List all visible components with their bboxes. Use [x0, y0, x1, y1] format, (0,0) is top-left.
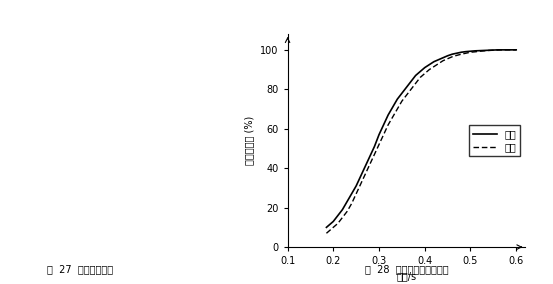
- 试验: [362, 172, 369, 176]
- 试验: [481, 49, 488, 53]
- 试验: [431, 65, 437, 68]
- 仿真: [462, 50, 469, 53]
- 试验: [413, 82, 419, 85]
- 仿真: [375, 133, 382, 136]
- 试验: [371, 153, 378, 156]
- 试验: [343, 210, 351, 213]
- 仿真: [453, 51, 460, 55]
- 仿真: [486, 49, 492, 52]
- 仿真: [481, 49, 488, 52]
- 仿真: [380, 123, 387, 126]
- 试验: [417, 76, 424, 79]
- 试验: [476, 49, 483, 53]
- 仿真: [494, 48, 501, 52]
- 仿真: [440, 56, 446, 59]
- 仿真: [325, 224, 332, 227]
- 试验: [490, 49, 497, 52]
- X-axis label: 时间/s: 时间/s: [397, 272, 416, 282]
- 仿真: [426, 63, 432, 66]
- 仿真: [499, 48, 506, 52]
- 试验: [449, 55, 456, 59]
- 试验: [513, 48, 519, 52]
- 仿真: [357, 174, 364, 178]
- 仿真: [362, 164, 369, 168]
- 仿真: [323, 226, 330, 229]
- 仿真: [408, 80, 414, 83]
- 仿真: [449, 53, 456, 56]
- 试验: [486, 49, 492, 52]
- 仿真: [348, 192, 355, 195]
- 仿真: [472, 49, 478, 53]
- Y-axis label: 最大排量比 (%): 最大排量比 (%): [244, 116, 254, 165]
- 试验: [467, 51, 474, 54]
- 试验: [335, 222, 341, 225]
- 仿真: [504, 48, 510, 52]
- 仿真: [435, 58, 442, 61]
- 仿真: [403, 85, 410, 89]
- 试验: [403, 93, 410, 97]
- 仿真: [508, 48, 515, 52]
- 试验: [325, 229, 332, 233]
- Text: 图  28  仿真结果和试验对比: 图 28 仿真结果和试验对比: [364, 265, 448, 275]
- 仿真: [367, 155, 373, 158]
- 试验: [421, 72, 428, 75]
- 试验: [353, 192, 359, 195]
- 仿真: [385, 113, 392, 117]
- 仿真: [371, 145, 378, 148]
- 试验: [444, 57, 451, 60]
- 试验: [508, 48, 515, 52]
- 试验: [494, 48, 501, 52]
- 试验: [440, 59, 446, 62]
- 试验: [323, 231, 330, 235]
- 试验: [472, 50, 478, 53]
- Legend: 仿真, 试验: 仿真, 试验: [469, 125, 520, 156]
- 试验: [462, 51, 469, 55]
- 试验: [389, 115, 396, 119]
- Line: 仿真: 仿真: [326, 50, 516, 227]
- Line: 试验: 试验: [326, 50, 516, 233]
- 试验: [399, 99, 405, 103]
- 仿真: [476, 49, 483, 52]
- 试验: [458, 53, 465, 56]
- 试验: [435, 62, 442, 65]
- 仿真: [431, 60, 437, 63]
- 仿真: [421, 66, 428, 69]
- 仿真: [330, 220, 337, 223]
- 试验: [426, 68, 432, 71]
- 仿真: [467, 49, 474, 53]
- 仿真: [335, 214, 341, 217]
- 试验: [394, 107, 400, 111]
- 试验: [348, 202, 355, 205]
- 仿真: [458, 51, 465, 54]
- 仿真: [399, 91, 405, 95]
- 试验: [408, 87, 414, 91]
- 试验: [375, 143, 382, 146]
- 仿真: [413, 74, 419, 77]
- 试验: [499, 48, 506, 52]
- 试验: [339, 216, 346, 219]
- 仿真: [513, 48, 519, 52]
- 试验: [385, 123, 392, 126]
- 试验: [330, 226, 337, 229]
- 试验: [380, 133, 387, 136]
- 仿真: [444, 54, 451, 57]
- 仿真: [394, 97, 400, 101]
- 仿真: [339, 208, 346, 211]
- 试验: [453, 54, 460, 57]
- 试验: [367, 162, 373, 166]
- 仿真: [343, 200, 351, 203]
- Text: 图  27  变量机构模型: 图 27 变量机构模型: [47, 265, 113, 275]
- 试验: [504, 48, 510, 52]
- 试验: [357, 182, 364, 186]
- 仿真: [389, 105, 396, 109]
- 仿真: [490, 48, 497, 52]
- 仿真: [353, 184, 359, 188]
- 仿真: [417, 70, 424, 73]
